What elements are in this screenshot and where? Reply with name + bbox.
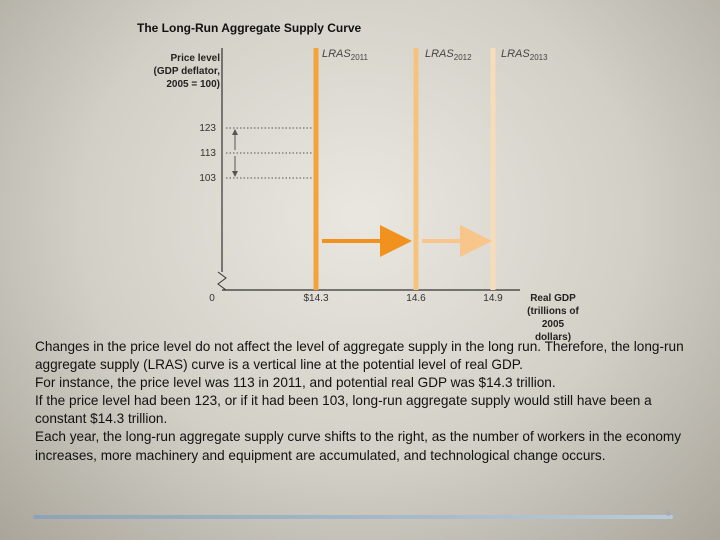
x-axis-label-line-2: (trillions of — [527, 306, 579, 317]
x-axis-label-line-3: 2005 dollars) — [534, 319, 572, 343]
origin-label: 0 — [209, 293, 215, 304]
y-tick-113: 113 — [200, 148, 216, 159]
figure-title: The Long-Run Aggregate Supply Curve — [137, 21, 362, 35]
y-axis-label-line-3: 2005 = 100) — [166, 79, 220, 90]
x-tick-14-6: 14.6 — [406, 293, 426, 304]
lras-2012-label: LRAS2012 — [425, 48, 472, 62]
axis-break — [217, 271, 227, 291]
y-axis-label-line-2: (GDP deflator, — [153, 66, 221, 77]
x-axis-label-line-1: Real GDP — [530, 293, 576, 304]
y-tick-123: 123 — [199, 123, 216, 134]
paragraph-2: For instance, the price level was 113 in… — [35, 375, 556, 391]
x-tick-14-9: 14.9 — [483, 293, 503, 304]
accent-bar — [33, 515, 673, 519]
y-tick-103: 103 — [199, 173, 216, 184]
page-number: 6 — [666, 509, 671, 518]
lras-2013-label: LRAS2013 — [501, 48, 548, 62]
explanation-text: Changes in the price level do not affect… — [35, 338, 685, 465]
y-axis-label: Price level (GDP deflator, 2005 = 100) — [100, 52, 221, 91]
y-axis-label-line-1: Price level — [170, 53, 220, 64]
paragraph-4: Each year, the long-run aggregate supply… — [35, 429, 682, 463]
lras-2011-label: LRAS2011 — [322, 48, 369, 62]
paragraph-3: If the price level had been 123, or if i… — [35, 393, 652, 427]
x-tick-14-3: $14.3 — [303, 293, 328, 304]
x-axis-label: Real GDP (trillions of 2005 dollars) — [523, 292, 583, 344]
paragraph-1: Changes in the price level do not affect… — [35, 339, 684, 373]
